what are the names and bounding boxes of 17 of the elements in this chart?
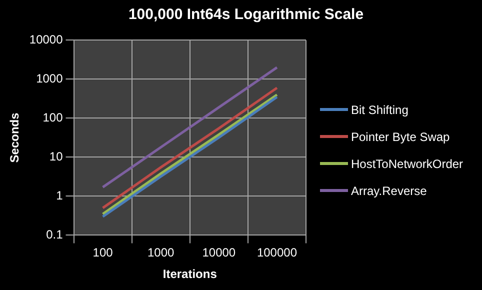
y-tick-label: 100 (42, 110, 64, 125)
legend-label: Array.Reverse (351, 184, 427, 198)
legend-label: Bit Shifting (351, 102, 408, 116)
y-tick-label: 10 (49, 150, 64, 164)
x-tick-label: 10000 (202, 246, 236, 260)
legend-label: Pointer Byte Swap (351, 130, 450, 144)
y-tick-label: 0.1 (46, 228, 64, 242)
chart-title: 100,000 Int64s Logarithmic Scale (127, 5, 365, 25)
x-axis-title: Iterations (162, 267, 218, 282)
y-tick-label: 10000 (29, 32, 64, 47)
legend-label: HostToNetworkOrder (351, 156, 464, 170)
x-tick-label: 100000 (256, 246, 298, 260)
x-tick-label: 1000 (148, 246, 175, 260)
y-tick-label: 1 (56, 188, 64, 203)
y-axis-title: Seconds (8, 112, 22, 163)
x-tick-label: 100 (92, 246, 114, 260)
y-tick-label: 1000 (36, 72, 64, 86)
